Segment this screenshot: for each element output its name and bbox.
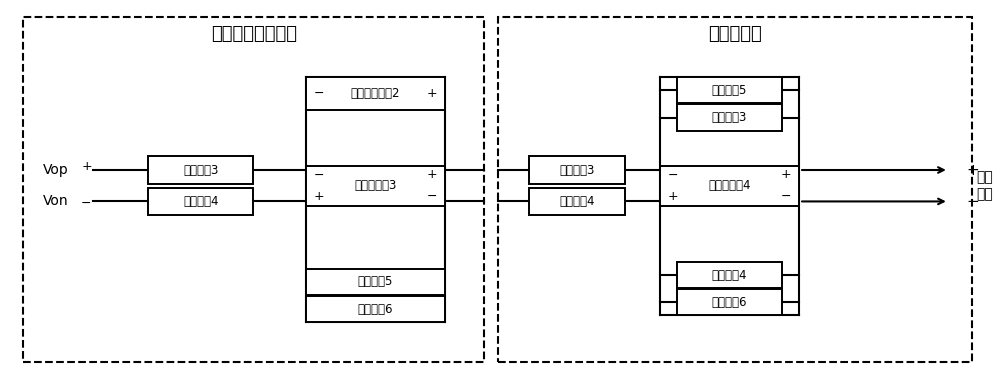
Bar (677, 289, 782, 315)
Text: 带通滤波器: 带通滤波器 (708, 25, 762, 43)
Text: 输入电容3: 输入电容3 (559, 164, 594, 176)
Bar (306, 166, 445, 206)
Text: 可调电容3: 可调电容3 (183, 164, 219, 176)
Text: +: + (668, 190, 678, 203)
Text: 反馈电容6: 反馈电容6 (712, 296, 747, 309)
Text: +: + (314, 190, 324, 203)
Text: 输入电容4: 输入电容4 (559, 195, 595, 208)
Text: 可调电容5: 可调电容5 (358, 275, 393, 288)
Text: 跨导放大器4: 跨导放大器4 (708, 179, 751, 192)
Text: +: + (427, 168, 437, 181)
Bar (529, 156, 625, 184)
Text: 增益可编程放大器: 增益可编程放大器 (211, 25, 297, 43)
Text: 反馈电阻3: 反馈电阻3 (712, 111, 747, 124)
Text: Vop: Vop (43, 163, 69, 177)
Text: −: − (967, 194, 979, 209)
Bar (529, 188, 625, 215)
Bar (498, 17, 972, 362)
Text: 跨导放大器3: 跨导放大器3 (354, 179, 397, 192)
Bar (148, 188, 253, 215)
Text: +: + (967, 163, 979, 178)
Bar (660, 166, 799, 206)
Bar (148, 156, 253, 184)
Bar (677, 105, 782, 130)
Bar (306, 269, 445, 295)
Text: 直流伺服环路2: 直流伺服环路2 (351, 87, 400, 100)
Text: −: − (314, 168, 324, 181)
Text: 反馈电容5: 反馈电容5 (712, 84, 747, 97)
Text: 信号
输出: 信号 输出 (976, 171, 993, 201)
Bar (677, 77, 782, 103)
Text: −: − (668, 168, 678, 181)
Bar (23, 17, 484, 362)
Bar (306, 296, 445, 322)
Text: +: + (81, 161, 92, 173)
Text: 反馈电阻4: 反馈电阻4 (712, 269, 747, 281)
Text: −: − (781, 190, 791, 203)
Text: Von: Von (43, 195, 69, 208)
Text: −: − (314, 87, 324, 100)
Text: +: + (781, 168, 791, 181)
Bar (677, 262, 782, 288)
Text: 可调电容6: 可调电容6 (358, 303, 393, 316)
Text: −: − (427, 190, 437, 203)
Bar (306, 77, 445, 110)
Text: −: − (81, 197, 92, 210)
Text: 可调电容4: 可调电容4 (183, 195, 219, 208)
Text: +: + (427, 87, 437, 100)
